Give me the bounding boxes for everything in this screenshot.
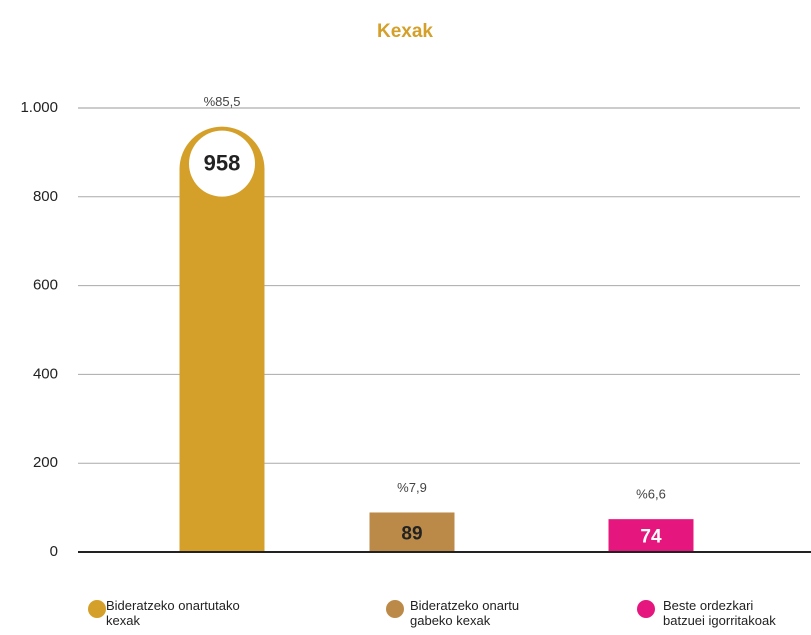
- bar: [608, 519, 694, 552]
- legend-label: Bideratzeko onartu gabeko kexak: [410, 598, 520, 628]
- y-tick-label: 800: [33, 188, 58, 205]
- percent-label: %85,5: [204, 94, 241, 109]
- percent-label: %6,6: [636, 487, 666, 502]
- legend-marker: [386, 600, 404, 618]
- value-label: 89: [401, 523, 422, 544]
- value-label: 958: [204, 150, 241, 175]
- legend-marker: [88, 600, 106, 618]
- percent-label: %7,9: [397, 480, 427, 495]
- chart-title: Kexak: [377, 21, 433, 42]
- y-tick-label: 400: [33, 365, 58, 382]
- y-tick-label: 0: [50, 543, 58, 560]
- legend-marker: [637, 600, 655, 618]
- bar: [179, 126, 265, 552]
- y-tick-label: 600: [33, 277, 58, 294]
- legend-label: Beste ordezkari batzuei igorritakoak: [663, 598, 776, 628]
- bar: [369, 512, 455, 552]
- value-badge: [189, 130, 255, 197]
- y-tick-label: 200: [33, 454, 58, 471]
- y-tick-label: 1.000: [20, 99, 58, 116]
- value-label: 74: [640, 527, 662, 548]
- legend-label: Bideratzeko onartutako kexak: [106, 598, 240, 628]
